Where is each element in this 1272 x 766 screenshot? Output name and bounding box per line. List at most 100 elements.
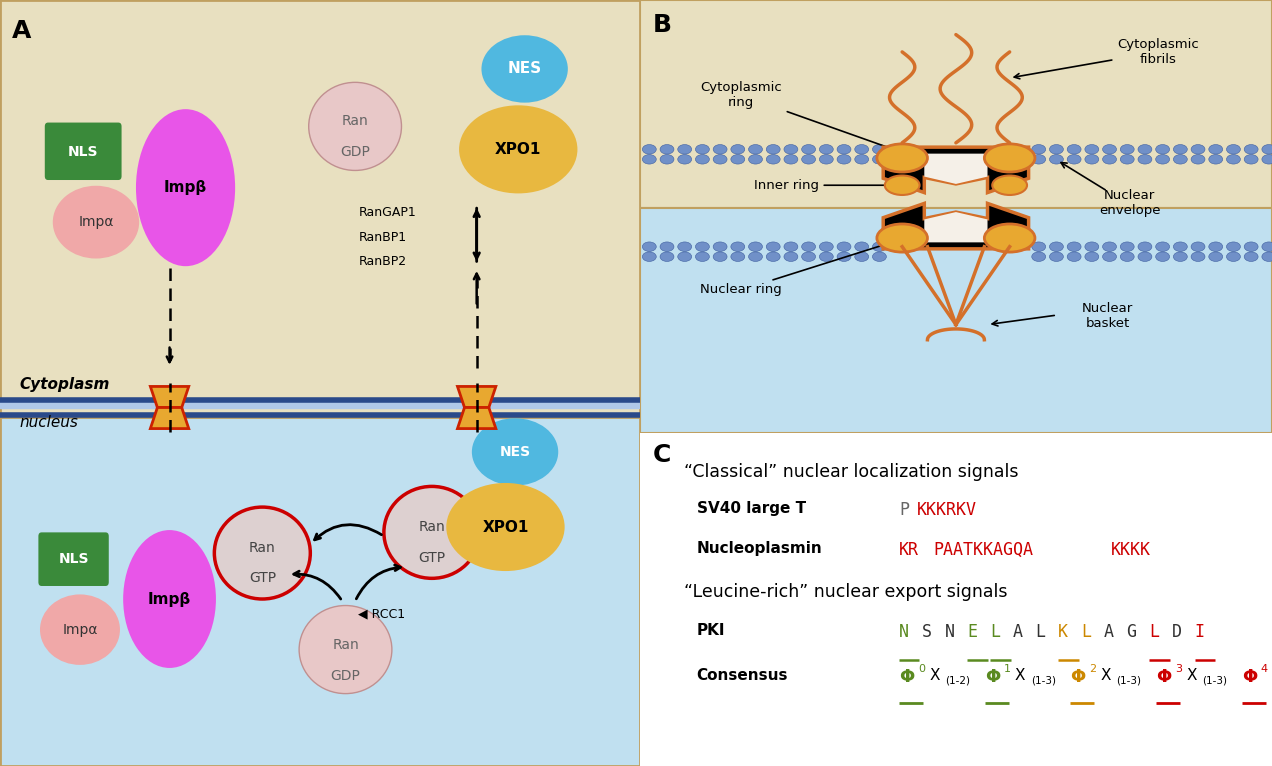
Text: NES: NES	[508, 61, 542, 77]
Circle shape	[1226, 242, 1240, 251]
Text: NLS: NLS	[67, 145, 98, 159]
Circle shape	[748, 252, 762, 261]
Text: RanGAP1: RanGAP1	[359, 207, 416, 219]
Text: GDP: GDP	[331, 669, 360, 683]
Circle shape	[1121, 145, 1135, 154]
Polygon shape	[883, 204, 1029, 249]
Circle shape	[1103, 155, 1117, 164]
Circle shape	[873, 252, 887, 261]
Circle shape	[801, 242, 815, 251]
Text: Φ: Φ	[985, 668, 1000, 686]
Text: 4: 4	[1261, 663, 1268, 674]
Circle shape	[1032, 252, 1046, 261]
Polygon shape	[150, 408, 188, 429]
Circle shape	[1262, 252, 1272, 261]
Circle shape	[1208, 145, 1222, 154]
Ellipse shape	[39, 594, 120, 665]
Text: L: L	[1150, 623, 1159, 640]
Text: KKKK: KKKK	[1110, 541, 1151, 559]
Circle shape	[1262, 155, 1272, 164]
Circle shape	[784, 242, 798, 251]
Circle shape	[819, 242, 833, 251]
Text: Impβ: Impβ	[164, 180, 207, 195]
Circle shape	[1121, 252, 1135, 261]
Circle shape	[696, 155, 710, 164]
Circle shape	[1156, 145, 1169, 154]
Text: Φ: Φ	[1070, 668, 1085, 686]
Text: I: I	[1194, 623, 1205, 640]
Circle shape	[1103, 252, 1117, 261]
Text: Impβ: Impβ	[148, 591, 191, 607]
Circle shape	[1262, 145, 1272, 154]
Circle shape	[801, 155, 815, 164]
Circle shape	[1208, 252, 1222, 261]
Polygon shape	[883, 147, 1029, 192]
Circle shape	[784, 252, 798, 261]
Text: L: L	[990, 623, 1000, 640]
Circle shape	[1244, 145, 1258, 154]
Text: A: A	[1013, 623, 1023, 640]
Text: 2: 2	[1089, 663, 1096, 674]
Ellipse shape	[123, 530, 216, 668]
Text: N: N	[945, 623, 954, 640]
Circle shape	[1085, 242, 1099, 251]
Circle shape	[855, 242, 869, 251]
Circle shape	[1049, 252, 1063, 261]
Circle shape	[1032, 145, 1046, 154]
Polygon shape	[150, 386, 188, 408]
Circle shape	[766, 155, 780, 164]
Text: X: X	[1187, 668, 1197, 683]
Circle shape	[1208, 155, 1222, 164]
Circle shape	[1085, 145, 1099, 154]
Circle shape	[1067, 145, 1081, 154]
Text: GTP: GTP	[249, 571, 276, 585]
Polygon shape	[458, 408, 496, 429]
Circle shape	[873, 242, 887, 251]
Circle shape	[1138, 155, 1152, 164]
Text: (1-2): (1-2)	[945, 675, 971, 685]
Text: Φ: Φ	[899, 668, 915, 686]
Ellipse shape	[482, 35, 567, 103]
Circle shape	[1121, 155, 1135, 164]
Circle shape	[837, 145, 851, 154]
Circle shape	[1244, 252, 1258, 261]
Circle shape	[1103, 145, 1117, 154]
Circle shape	[678, 242, 692, 251]
Circle shape	[819, 155, 833, 164]
Circle shape	[1173, 252, 1187, 261]
Text: RanBP1: RanBP1	[359, 231, 407, 244]
Circle shape	[1103, 242, 1117, 251]
Circle shape	[1067, 252, 1081, 261]
Text: 3: 3	[1175, 663, 1182, 674]
Text: RanBP2: RanBP2	[359, 256, 407, 268]
Circle shape	[1226, 155, 1240, 164]
Circle shape	[1032, 155, 1046, 164]
Ellipse shape	[985, 224, 1035, 252]
Circle shape	[696, 252, 710, 261]
Text: Impα: Impα	[62, 623, 98, 637]
Text: GDP: GDP	[340, 145, 370, 159]
Circle shape	[748, 242, 762, 251]
Circle shape	[766, 252, 780, 261]
Text: KR: KR	[899, 541, 918, 559]
Circle shape	[642, 242, 656, 251]
Circle shape	[801, 252, 815, 261]
Circle shape	[1244, 242, 1258, 251]
Circle shape	[696, 145, 710, 154]
Text: S: S	[922, 623, 932, 640]
Circle shape	[660, 145, 674, 154]
Text: Consensus: Consensus	[697, 668, 789, 683]
Circle shape	[1156, 252, 1169, 261]
Text: A: A	[1104, 623, 1114, 640]
Circle shape	[731, 242, 745, 251]
Text: E: E	[967, 623, 977, 640]
Ellipse shape	[876, 224, 927, 252]
Text: Ran: Ran	[418, 520, 445, 534]
Text: NLS: NLS	[59, 552, 89, 566]
Circle shape	[1049, 145, 1063, 154]
Text: NES: NES	[500, 445, 530, 459]
Circle shape	[1032, 242, 1046, 251]
FancyBboxPatch shape	[38, 532, 109, 586]
Circle shape	[1085, 155, 1099, 164]
Ellipse shape	[876, 144, 927, 172]
